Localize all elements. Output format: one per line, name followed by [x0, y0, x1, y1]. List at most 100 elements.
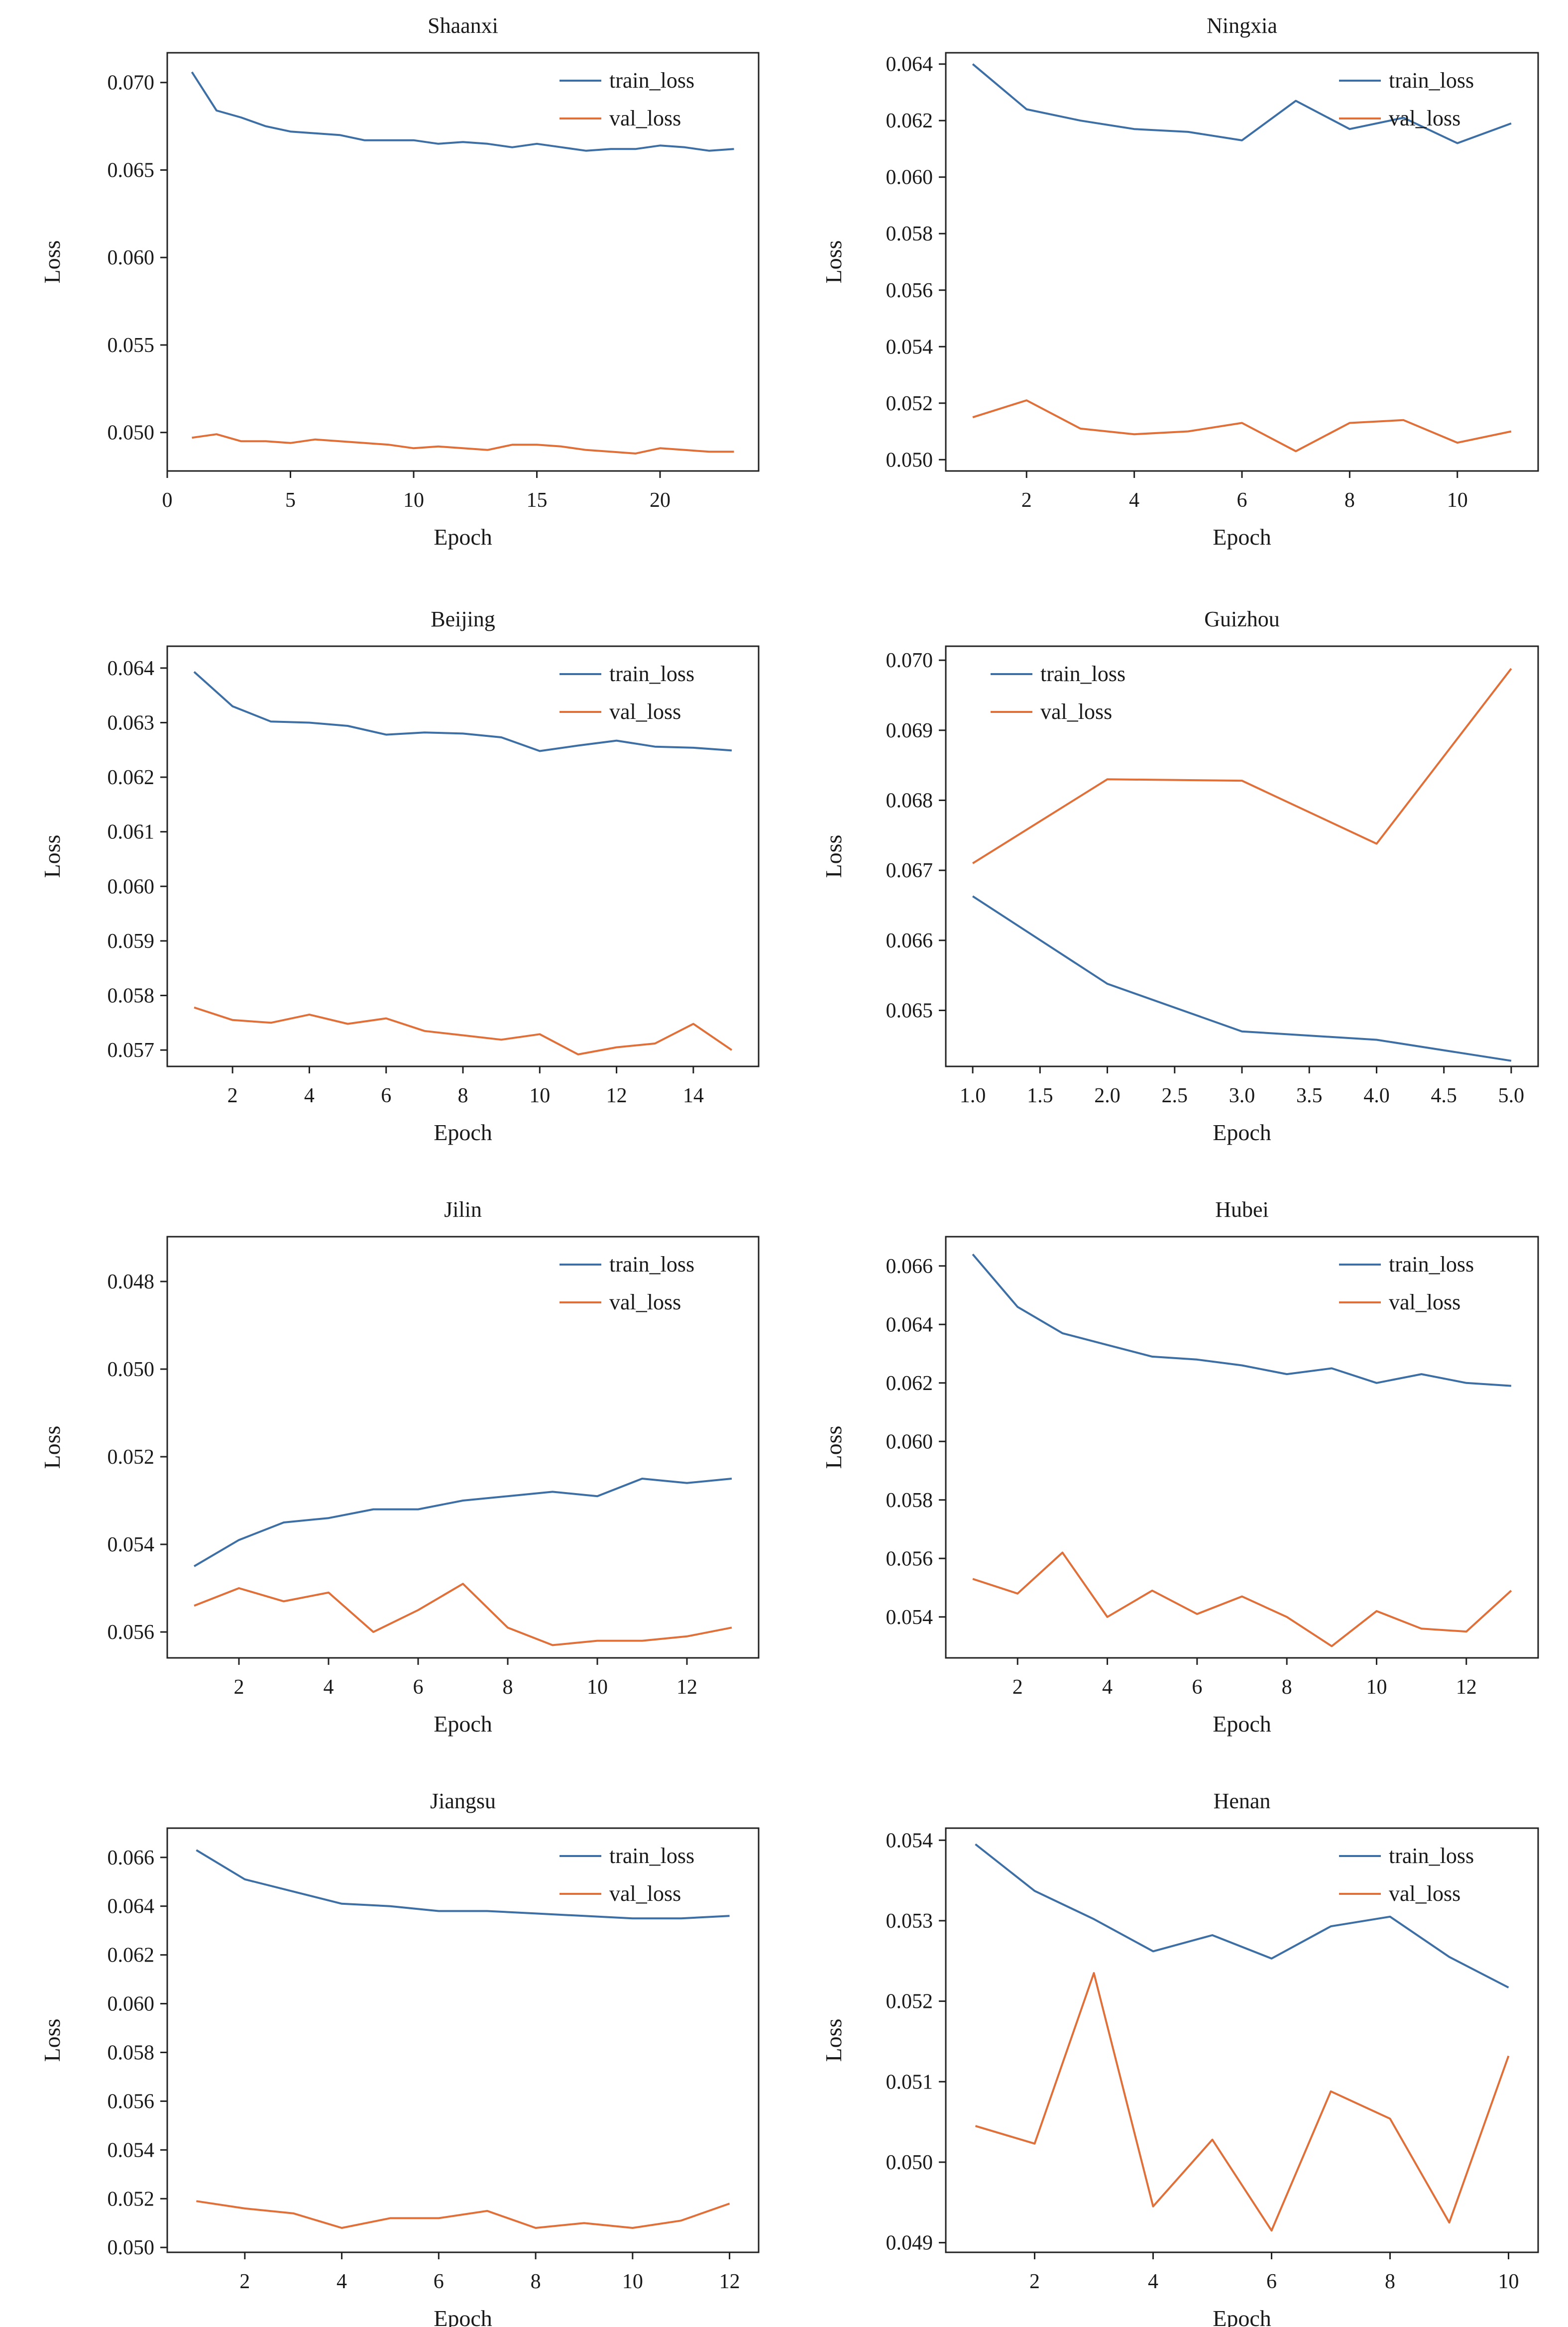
y-tick-label: 0.054 — [108, 2139, 155, 2162]
y-tick-label: 0.064 — [886, 53, 933, 76]
y-tick-label: 0.064 — [886, 1313, 933, 1336]
x-tick-label: 20 — [650, 489, 671, 512]
y-tick-label: 0.064 — [108, 657, 155, 680]
x-tick-label: 10 — [587, 1676, 608, 1699]
legend-label-train_loss: train_loss — [1389, 1252, 1474, 1277]
x-axis-label: Epoch — [434, 524, 492, 550]
x-tick-label: 6 — [413, 1676, 424, 1699]
y-tick-label: 0.058 — [886, 1489, 933, 1512]
x-tick-label: 3.5 — [1296, 1084, 1323, 1107]
x-tick-label: 8 — [1344, 489, 1355, 512]
x-tick-label: 10 — [529, 1084, 550, 1107]
y-tick-label: 0.053 — [886, 1910, 933, 1933]
y-tick-label: 0.070 — [108, 72, 155, 95]
y-tick-label: 0.052 — [886, 1990, 933, 2013]
y-tick-label: 0.054 — [886, 336, 933, 358]
x-axis-label: Epoch — [1213, 524, 1271, 550]
series-line-val_loss — [972, 668, 1512, 864]
x-tick-label: 2 — [227, 1084, 238, 1107]
y-tick-label: 0.066 — [886, 930, 933, 952]
y-axis-label: Loss — [39, 2019, 65, 2062]
legend-label-train_loss: train_loss — [1389, 1844, 1474, 1868]
x-axis-label: Epoch — [1213, 1120, 1271, 1145]
y-tick-label: 0.056 — [886, 279, 933, 302]
x-tick-label: 14 — [683, 1084, 704, 1107]
x-tick-label: 5 — [285, 489, 296, 512]
y-tick-label: 0.065 — [108, 159, 155, 182]
y-tick-label: 0.068 — [886, 789, 933, 812]
y-tick-label: 0.062 — [108, 766, 155, 789]
series-line-train_loss — [975, 1843, 1509, 1988]
chart-title: Beijing — [431, 607, 495, 631]
y-tick-label: 0.052 — [108, 2188, 155, 2211]
x-axis-label: Epoch — [1213, 2306, 1271, 2327]
x-tick-label: 6 — [1237, 489, 1247, 512]
x-tick-label: 6 — [1192, 1676, 1202, 1699]
series-line-val_loss — [192, 433, 734, 455]
x-tick-label: 8 — [503, 1676, 513, 1699]
legend-label-train_loss: train_loss — [1040, 662, 1125, 686]
plot-frame — [945, 645, 1539, 1067]
x-tick-label: 4 — [1148, 2270, 1158, 2293]
x-tick-label: 1.5 — [1027, 1084, 1053, 1107]
x-tick-label: 8 — [458, 1084, 468, 1107]
y-tick-label: 0.054 — [108, 1533, 155, 1556]
y-tick-label: 0.062 — [108, 1944, 155, 1967]
chart-panel-5: Hubei 2 4 6 8 10 12 0.054 0.056 0.058 0.060 0.062 0.… — [821, 1197, 1539, 1737]
series-line-train_loss — [193, 1478, 732, 1567]
legend-label-train_loss: train_loss — [609, 662, 694, 686]
y-tick-label: 0.060 — [108, 246, 155, 269]
y-tick-label: 0.060 — [886, 1430, 933, 1453]
x-tick-label: 8 — [531, 2270, 541, 2293]
x-tick-label: 2 — [1029, 2270, 1040, 2293]
x-tick-label: 10 — [403, 489, 424, 512]
x-tick-label: 12 — [719, 2270, 740, 2293]
chart-title: Hubei — [1215, 1197, 1269, 1222]
y-tick-label: 0.058 — [108, 2041, 155, 2064]
y-tick-label: 0.056 — [108, 1621, 155, 1644]
y-tick-label: 0.050 — [108, 2236, 155, 2259]
x-axis-label: Epoch — [1213, 1711, 1271, 1737]
x-tick-label: 2 — [1021, 489, 1032, 512]
chart-panel-2: Beijing 2 4 6 8 10 12 14 0.057 0.058 0.059 0.060 0.0… — [39, 607, 760, 1145]
y-tick-label: 0.063 — [108, 711, 155, 734]
legend-label-train_loss: train_loss — [609, 68, 694, 93]
y-tick-label: 0.058 — [108, 985, 155, 1008]
series-line-train_loss — [193, 671, 732, 752]
y-tick-label: 0.056 — [108, 2090, 155, 2113]
legend-label-train_loss: train_loss — [1389, 68, 1474, 93]
chart-panel-3: Guizhou 1.0 1.5 2.0 2.5 3.0 3.5 4.0 4.5 5.0 0.065 0… — [821, 607, 1539, 1145]
chart-title: Guizhou — [1204, 607, 1280, 631]
legend-label-val_loss: val_loss — [609, 1290, 681, 1314]
x-tick-label: 2 — [234, 1676, 244, 1699]
y-tick-label: 0.052 — [886, 392, 933, 415]
x-tick-label: 5.0 — [1498, 1084, 1525, 1107]
series-line-train_loss — [191, 71, 734, 152]
y-tick-label: 0.055 — [108, 334, 155, 357]
chart-panel-1: Ningxia 2 4 6 8 10 0.050 0.052 0.054 0.056 0.058 0.… — [821, 13, 1539, 550]
series-line-train_loss — [196, 1849, 730, 1920]
plot-frame — [945, 1827, 1539, 2253]
legend-label-train_loss: train_loss — [609, 1252, 694, 1277]
y-tick-label: 0.051 — [886, 2071, 933, 2094]
y-tick-label: 0.054 — [886, 1829, 933, 1852]
series-line-train_loss — [972, 63, 1512, 144]
y-tick-label: 0.064 — [108, 1895, 155, 1918]
series-line-val_loss — [194, 1583, 732, 1646]
chart-panel-4: Jilin 2 4 6 8 10 12 0.056 0.048 0.050 0.052 0.054 Ep… — [39, 1197, 760, 1737]
x-tick-label: 3.0 — [1229, 1084, 1255, 1107]
legend-label-val_loss: val_loss — [609, 699, 681, 724]
x-tick-label: 8 — [1282, 1676, 1292, 1699]
series-line-val_loss — [194, 1006, 733, 1055]
x-tick-label: 4 — [1102, 1676, 1113, 1699]
y-tick-label: 0.052 — [108, 1446, 155, 1469]
chart-title: Henan — [1214, 1789, 1271, 1813]
x-tick-label: 12 — [676, 1676, 697, 1699]
y-tick-label: 0.060 — [108, 1993, 155, 2016]
x-tick-label: 4 — [336, 2270, 347, 2293]
x-tick-label: 4.0 — [1363, 1084, 1390, 1107]
y-tick-label: 0.050 — [108, 1358, 155, 1381]
y-tick-label: 0.050 — [886, 2151, 933, 2174]
series-line-val_loss — [196, 2200, 730, 2229]
x-axis-label: Epoch — [434, 1711, 492, 1737]
